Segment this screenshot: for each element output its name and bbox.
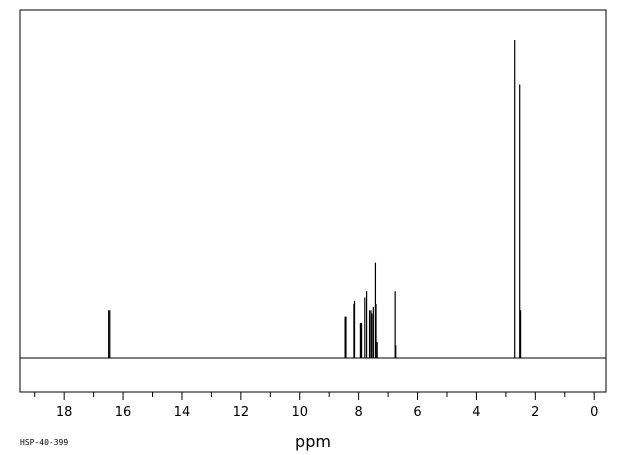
x-tick-label: 16 <box>115 405 132 420</box>
x-tick-label: 4 <box>472 405 480 420</box>
x-tick-label: 2 <box>531 405 539 420</box>
x-tick-label: 12 <box>233 405 250 420</box>
spectrum-code-label: HSP-40-399 <box>20 438 68 447</box>
x-axis-ticks <box>34 392 595 400</box>
x-axis-title: ppm <box>295 432 331 451</box>
x-tick-label: 14 <box>174 405 191 420</box>
x-tick-label: 0 <box>590 405 598 420</box>
x-tick-label: 10 <box>291 405 308 420</box>
plot-frame <box>19 9 607 393</box>
x-tick-label: 18 <box>56 405 73 420</box>
spectrum-peaks <box>108 40 522 358</box>
x-tick-label: 6 <box>413 405 421 420</box>
x-tick-label: 8 <box>355 405 363 420</box>
x-axis-tick-labels: 18 16 14 12 10 8 6 4 2 0 <box>56 405 598 420</box>
